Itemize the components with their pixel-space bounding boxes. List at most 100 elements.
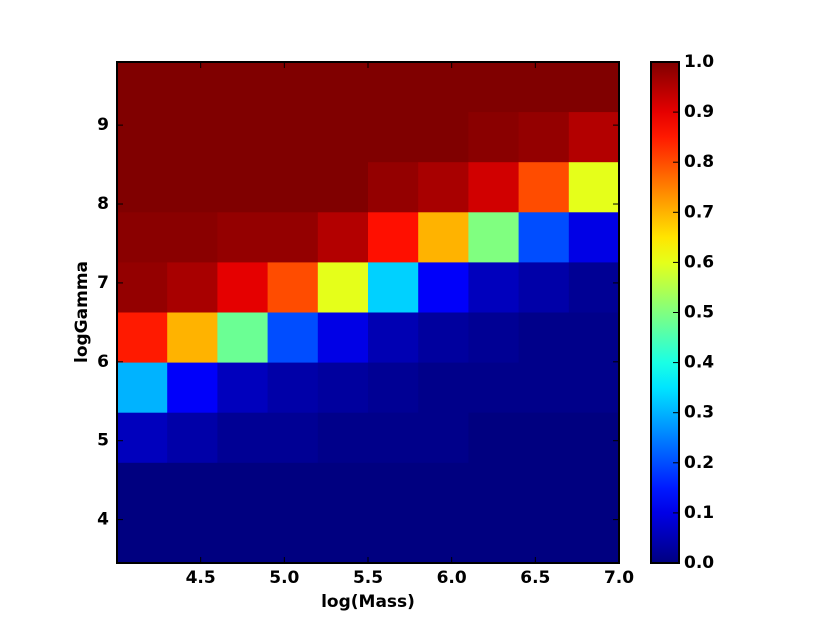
heatmap-cell xyxy=(518,512,570,564)
heatmap-cell xyxy=(117,62,168,113)
heatmap-cell xyxy=(317,162,369,213)
heatmap-cell xyxy=(167,62,218,113)
heatmap-cell xyxy=(368,162,419,213)
heatmap-cell xyxy=(368,412,419,464)
heatmap-cell xyxy=(568,162,620,213)
heatmap-cell xyxy=(418,462,469,514)
x-tick-label: 5.5 xyxy=(353,568,383,588)
heatmap-cell xyxy=(167,112,218,163)
heatmap-cell xyxy=(167,162,218,213)
heatmap-cell xyxy=(267,262,319,313)
heatmap-cell xyxy=(267,62,319,113)
heatmap-cell xyxy=(518,362,570,414)
heatmap-cell xyxy=(518,162,570,213)
heatmap-cell xyxy=(418,512,469,564)
heatmap-cell xyxy=(568,112,620,163)
heatmap-cell xyxy=(368,62,419,113)
heatmap-cell xyxy=(418,362,469,414)
colorbar-tick-label: 0.1 xyxy=(684,503,714,523)
y-tick-label: 5 xyxy=(97,431,109,451)
heatmap-cell xyxy=(568,462,620,514)
x-tick-label: 6.0 xyxy=(437,568,467,588)
x-tick-label: 7.0 xyxy=(604,568,634,588)
heatmap-cell xyxy=(468,62,520,113)
heatmap-cell xyxy=(217,162,269,213)
heatmap-cell xyxy=(117,362,168,414)
heatmap-cell xyxy=(217,212,269,263)
colorbar-tick-label: 0.2 xyxy=(684,453,714,473)
heatmap-cell xyxy=(368,362,419,414)
colorbar-tick-label: 0.3 xyxy=(684,403,714,423)
heatmap-cell xyxy=(568,362,620,414)
heatmap-cell xyxy=(418,412,469,464)
heatmap-cell xyxy=(117,412,168,464)
heatmap-cell xyxy=(368,512,419,564)
x-axis-label: log(Mass) xyxy=(321,592,415,612)
heatmap-cell xyxy=(167,262,218,313)
heatmap-cell xyxy=(117,262,168,313)
heatmap-cell xyxy=(468,412,520,464)
heatmap-cell xyxy=(368,112,419,163)
heatmap-cell xyxy=(317,112,369,163)
heatmap-cell xyxy=(518,212,570,263)
y-tick-label: 8 xyxy=(97,194,109,214)
colorbar-tick-label: 0.5 xyxy=(684,303,714,323)
heatmap-cell xyxy=(568,262,620,313)
x-tick-label: 6.5 xyxy=(520,568,550,588)
heatmap-cell xyxy=(317,212,369,263)
heatmap-cell xyxy=(217,512,269,564)
heatmap-cell xyxy=(117,512,168,564)
heatmap-cell xyxy=(418,62,469,113)
heatmap-cell xyxy=(117,212,168,263)
heatmap-cell xyxy=(468,162,520,213)
heatmap-cell xyxy=(568,312,620,364)
y-tick-label: 7 xyxy=(97,273,109,293)
heatmap-cell xyxy=(518,312,570,364)
heatmap-cell xyxy=(518,262,570,313)
heatmap-cell xyxy=(468,512,520,564)
heatmap-cell xyxy=(368,212,419,263)
heatmap-cell xyxy=(468,112,520,163)
heatmap-cell xyxy=(518,62,570,113)
heatmap-cell xyxy=(468,312,520,364)
x-tick-label: 5.0 xyxy=(269,568,299,588)
heatmap-cell xyxy=(167,362,218,414)
heatmap-cell xyxy=(418,262,469,313)
colorbar-tick-label: 0.8 xyxy=(684,152,714,172)
heatmap-cell xyxy=(468,362,520,414)
heatmap-cell xyxy=(167,312,218,364)
heatmap-cell xyxy=(317,362,369,414)
heatmap-cell xyxy=(518,412,570,464)
colorbar-tick-label: 0.6 xyxy=(684,252,714,272)
heatmap-cell xyxy=(267,512,319,564)
heatmap-cell xyxy=(568,412,620,464)
heatmap-cell xyxy=(167,462,218,514)
heatmap-cell xyxy=(317,512,369,564)
heatmap-cell xyxy=(117,112,168,163)
heatmap-cell xyxy=(167,512,218,564)
heatmap-cell xyxy=(468,262,520,313)
heatmap-cell xyxy=(217,262,269,313)
heatmap-cell xyxy=(267,162,319,213)
y-axis-label: logGamma xyxy=(72,261,92,363)
x-tick-label: 4.5 xyxy=(186,568,216,588)
heatmap-cell xyxy=(418,112,469,163)
heatmap-cell xyxy=(267,212,319,263)
heatmap-cell xyxy=(217,312,269,364)
heatmap-cell xyxy=(217,112,269,163)
heatmap-cell xyxy=(267,312,319,364)
y-tick-label: 6 xyxy=(97,352,109,372)
heatmap-cell xyxy=(368,262,419,313)
heatmap-cell xyxy=(468,462,520,514)
heatmap-cell xyxy=(418,162,469,213)
heatmap-cell xyxy=(217,362,269,414)
y-tick-label: 9 xyxy=(97,115,109,135)
colorbar-tick-label: 1.0 xyxy=(684,52,714,72)
heatmap-cell xyxy=(167,212,218,263)
heatmap-cell xyxy=(317,312,369,364)
heatmap-cell xyxy=(418,312,469,364)
heatmap-cell xyxy=(317,62,369,113)
heatmap-cell xyxy=(368,462,419,514)
heatmap-cell xyxy=(568,212,620,263)
colorbar-tick-label: 0.7 xyxy=(684,202,714,222)
